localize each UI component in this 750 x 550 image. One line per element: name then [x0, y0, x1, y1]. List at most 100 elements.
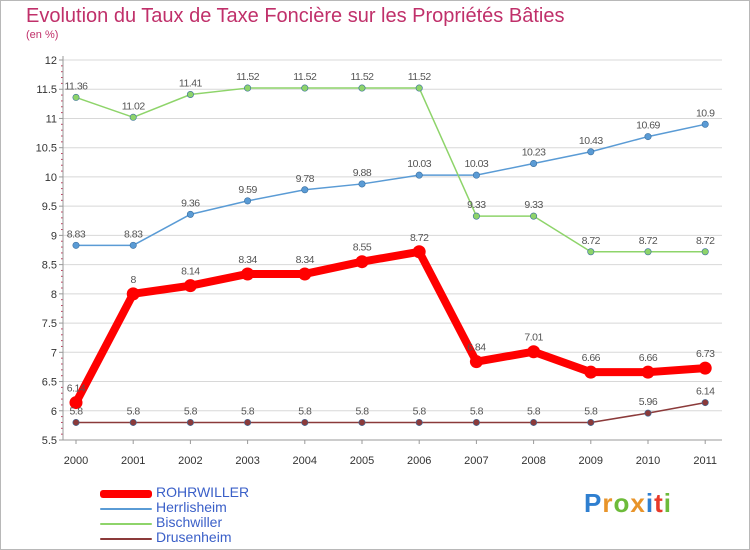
data-point	[472, 212, 480, 220]
x-tick-label: 2007	[464, 455, 488, 467]
x-tick-label: 2003	[235, 455, 259, 467]
axes: 5.5 6 6.5 7 7.5 8 8.5 9 9.5 10 10.5 11 11.5 12 2000 200…	[36, 55, 722, 467]
data-label: 5.8	[298, 405, 312, 417]
data-label: 10.03	[465, 158, 489, 170]
data-label: 8.55	[353, 242, 372, 254]
data-label: 11.52	[293, 71, 317, 83]
data-label: 5.8	[241, 405, 255, 417]
data-label: 8.14	[181, 266, 200, 278]
data-label: 6.84	[467, 342, 486, 354]
y-tick-label: 5.5	[42, 435, 57, 447]
data-point	[355, 255, 369, 269]
logo-letter: r	[602, 488, 614, 518]
data-point	[129, 418, 137, 426]
data-label: 9.36	[181, 197, 200, 209]
data-point	[126, 287, 140, 301]
data-label: 10.03	[407, 158, 431, 170]
data-point	[72, 241, 80, 249]
data-point	[72, 418, 80, 426]
data-label: 6.14	[67, 383, 86, 395]
data-point	[415, 418, 423, 426]
data-label: 9.33	[467, 199, 486, 211]
logo-letter: x	[630, 488, 646, 518]
y-tick-label: 7	[51, 347, 57, 359]
data-label: 9.88	[353, 167, 372, 179]
data-label: 7.01	[524, 332, 543, 344]
data-label: 9.59	[238, 184, 257, 196]
data-point	[530, 159, 538, 167]
data-label: 10.23	[522, 146, 546, 158]
data-label: 8.72	[696, 235, 715, 247]
data-label: 5.8	[584, 405, 598, 417]
data-point	[469, 355, 483, 369]
data-point	[472, 418, 480, 426]
data-point	[244, 197, 252, 205]
logo-letter: i	[663, 488, 672, 518]
data-label: 5.96	[639, 396, 658, 408]
data-point	[641, 365, 655, 379]
proxiti-logo: Proxiti	[584, 488, 672, 519]
data-point	[301, 186, 309, 194]
data-points	[69, 84, 712, 426]
chart-title: Evolution du Taux de Taxe Foncière sur l…	[26, 5, 565, 27]
data-point	[644, 248, 652, 256]
data-label: 8.83	[67, 228, 86, 240]
data-point	[584, 365, 598, 379]
data-point	[129, 241, 137, 249]
x-tick-label: 2004	[293, 455, 317, 467]
x-tick-label: 2008	[521, 455, 545, 467]
data-point	[244, 418, 252, 426]
data-point	[358, 418, 366, 426]
data-label: 8.34	[296, 254, 315, 266]
data-point	[587, 148, 595, 156]
legend-label: Drusenheim	[156, 529, 232, 545]
data-label: 10.9	[696, 107, 715, 119]
data-label: 6.66	[582, 352, 601, 364]
x-tick-label: 2005	[350, 455, 374, 467]
data-point	[701, 120, 709, 128]
data-point	[415, 171, 423, 179]
x-tick-label: 2002	[178, 455, 202, 467]
data-point	[644, 133, 652, 141]
legend-label: Herrlisheim	[156, 499, 227, 515]
data-label: 8	[131, 274, 137, 286]
data-point	[183, 279, 197, 293]
y-tick-label: 10.5	[36, 143, 57, 155]
data-label: 5.8	[527, 405, 541, 417]
y-tick-label: 10	[45, 172, 57, 184]
legend-swatch	[100, 490, 152, 498]
data-point	[644, 409, 652, 417]
data-point	[358, 180, 366, 188]
series-line-rohrwiller	[72, 247, 710, 407]
data-label: 5.8	[355, 405, 369, 417]
legend-label: Bischwiller	[156, 514, 223, 530]
data-label: 11.52	[351, 71, 375, 83]
data-label: 11.02	[122, 100, 146, 112]
logo-letter: o	[613, 488, 631, 518]
x-tick-label: 2009	[579, 455, 603, 467]
data-point	[186, 418, 194, 426]
data-point	[472, 171, 480, 179]
legend-swatch	[100, 508, 152, 510]
data-point	[69, 396, 83, 410]
data-point	[412, 245, 426, 259]
data-point	[358, 84, 366, 92]
y-tick-label: 11.5	[36, 84, 57, 96]
y-tick-label: 9	[51, 230, 57, 242]
data-label: 11.41	[179, 77, 203, 89]
data-point	[527, 345, 541, 359]
legend-swatch	[100, 538, 152, 540]
data-label: 6.14	[696, 386, 715, 398]
series-line-bischwiller	[75, 87, 706, 253]
data-point	[587, 248, 595, 256]
data-point	[241, 267, 255, 281]
data-label: 5.8	[184, 405, 198, 417]
x-tick-label: 2010	[636, 455, 660, 467]
y-unit-label: (en %)	[26, 29, 59, 41]
data-point	[301, 84, 309, 92]
data-label: 5.8	[470, 405, 484, 417]
data-point	[186, 210, 194, 218]
grid	[63, 59, 722, 441]
data-point	[186, 90, 194, 98]
